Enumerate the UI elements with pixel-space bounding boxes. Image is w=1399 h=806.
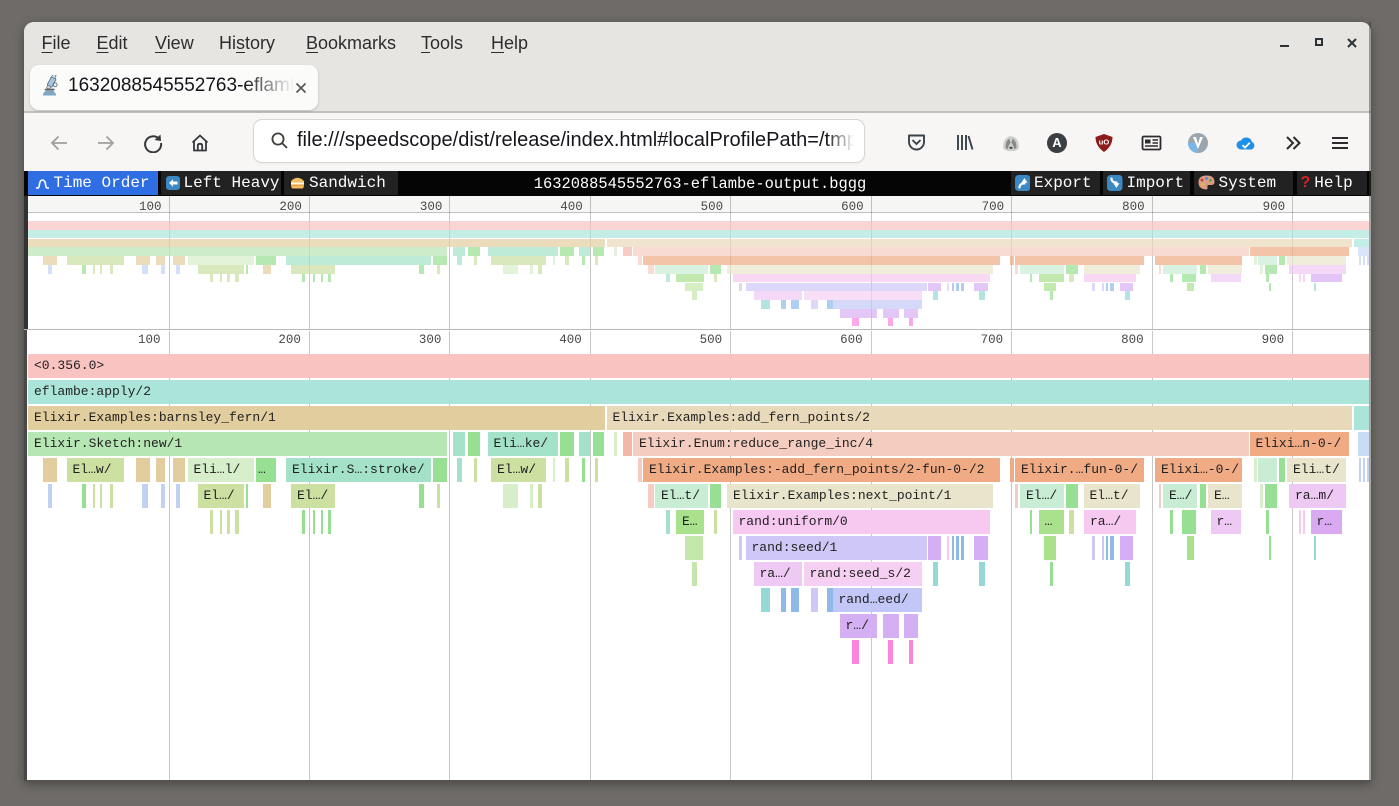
svg-text:uO: uO — [1099, 138, 1110, 147]
